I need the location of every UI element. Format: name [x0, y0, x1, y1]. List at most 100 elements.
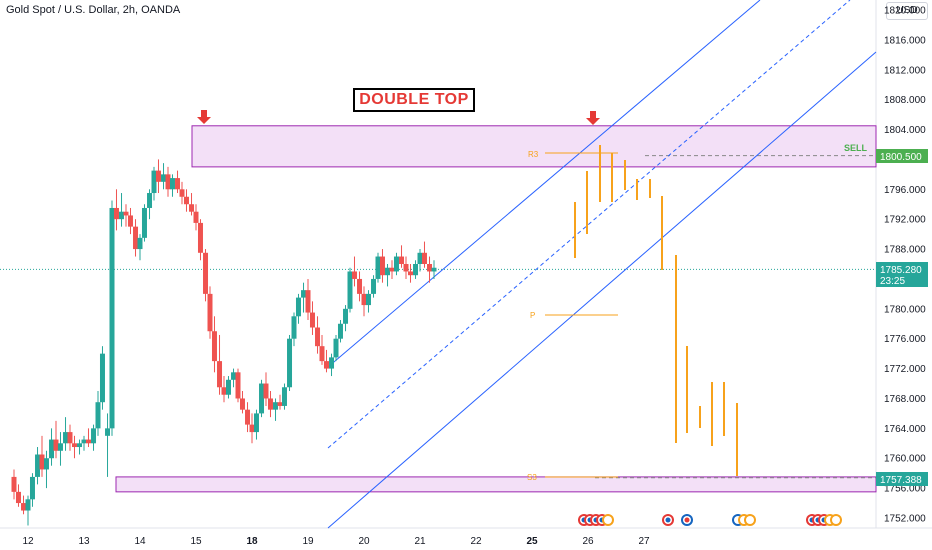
time-tick-label: 20: [358, 536, 370, 547]
candle: [203, 249, 209, 302]
current-price-tag: [876, 262, 928, 287]
time-tick-label: 19: [302, 536, 314, 547]
candle: [119, 193, 125, 227]
candle: [267, 391, 273, 418]
candle: [113, 189, 119, 231]
candle: [151, 166, 157, 201]
candle: [319, 334, 325, 365]
candle: [417, 249, 423, 272]
candle: [193, 204, 199, 231]
candle: [99, 346, 105, 410]
candle: [35, 447, 41, 485]
price-tick-label: 1764.000: [884, 424, 926, 435]
time-tick-label: 15: [190, 536, 202, 547]
candle: [347, 267, 353, 313]
price-tick-label: 1808.000: [884, 95, 926, 106]
candle: [67, 424, 73, 451]
candle: [137, 234, 143, 261]
candle: [189, 193, 195, 216]
s3-label: S3: [527, 473, 537, 482]
candle: [365, 290, 371, 313]
us-flag-icon: [602, 514, 614, 526]
candle: [221, 376, 227, 403]
candle: [57, 432, 63, 466]
price-tick-label: 1752.000: [884, 514, 926, 525]
candle: [277, 394, 283, 410]
time-tick-label: 12: [22, 536, 34, 547]
candle: [245, 402, 251, 433]
candle: [323, 349, 329, 373]
candle: [25, 495, 31, 526]
candle: [71, 435, 77, 459]
channel-middle-line: [327, 0, 851, 449]
economic-events[interactable]: [578, 514, 842, 526]
candle: [239, 391, 245, 414]
candle: [421, 241, 427, 268]
candle: [133, 219, 139, 257]
time-tick-label: 26: [582, 536, 594, 547]
candle: [403, 256, 409, 279]
candle: [147, 189, 153, 220]
candle: [81, 435, 87, 451]
price-tick-label: 1760.000: [884, 454, 926, 465]
price-tick-label: 1776.000: [884, 334, 926, 345]
countdown-text: 23:25: [880, 276, 905, 287]
candle: [281, 383, 287, 410]
candle: [11, 469, 17, 500]
candle: [379, 249, 385, 283]
candle: [217, 334, 223, 395]
sell-price-text: 1800.500: [880, 152, 922, 163]
candle: [371, 275, 377, 298]
candle: [399, 245, 405, 268]
candle: [329, 353, 335, 377]
us-flag-icon: [744, 514, 756, 526]
candle: [427, 256, 433, 283]
time-tick-label: 14: [134, 536, 146, 547]
candle: [253, 409, 259, 440]
candle: [95, 391, 101, 436]
currency-selector[interactable]: USD: [886, 2, 928, 20]
candle: [183, 189, 189, 212]
candle: [29, 473, 35, 507]
candle: [179, 181, 185, 205]
chart-title: Gold Spot / U.S. Dollar, 2h, OANDA: [6, 4, 181, 16]
candle: [337, 320, 343, 343]
candle: [169, 174, 175, 197]
price-tick-label: 1804.000: [884, 125, 926, 136]
support-zone: [115, 476, 877, 493]
candle: [123, 204, 129, 227]
time-axis: 12 13 14 15 18 19 20 21 22 25 26 27: [22, 536, 650, 547]
time-tick-label: 25: [526, 536, 538, 547]
candle: [351, 256, 357, 287]
candle: [309, 301, 315, 335]
projection-bars: [574, 145, 738, 476]
us-flag-icon: [830, 514, 842, 526]
time-tick-label: 18: [246, 536, 258, 547]
double-top-label: DOUBLE TOP: [353, 88, 475, 112]
candle: [263, 372, 269, 406]
channel-lower-line: [327, 51, 877, 529]
time-tick-label: 22: [470, 536, 482, 547]
candle: [393, 252, 399, 276]
price-tick-label: 1812.000: [884, 65, 926, 76]
candle: [211, 316, 217, 373]
candle: [407, 264, 413, 283]
price-tick-label: 1792.000: [884, 215, 926, 226]
candle: [225, 376, 231, 399]
candle: [109, 200, 115, 436]
r3-label: R3: [528, 150, 539, 159]
candle: [39, 435, 45, 477]
candle: [53, 420, 59, 459]
candle: [273, 398, 279, 421]
support-price-text: 1757.388: [880, 475, 922, 486]
price-tick-label: 1756.000: [884, 484, 926, 495]
candle: [431, 260, 437, 279]
time-tick-label: 21: [414, 536, 426, 547]
candle: [291, 312, 297, 347]
candle: [105, 413, 111, 477]
candle: [21, 495, 27, 515]
candle: [389, 260, 395, 279]
candle: [413, 260, 419, 279]
candle: [301, 282, 307, 313]
